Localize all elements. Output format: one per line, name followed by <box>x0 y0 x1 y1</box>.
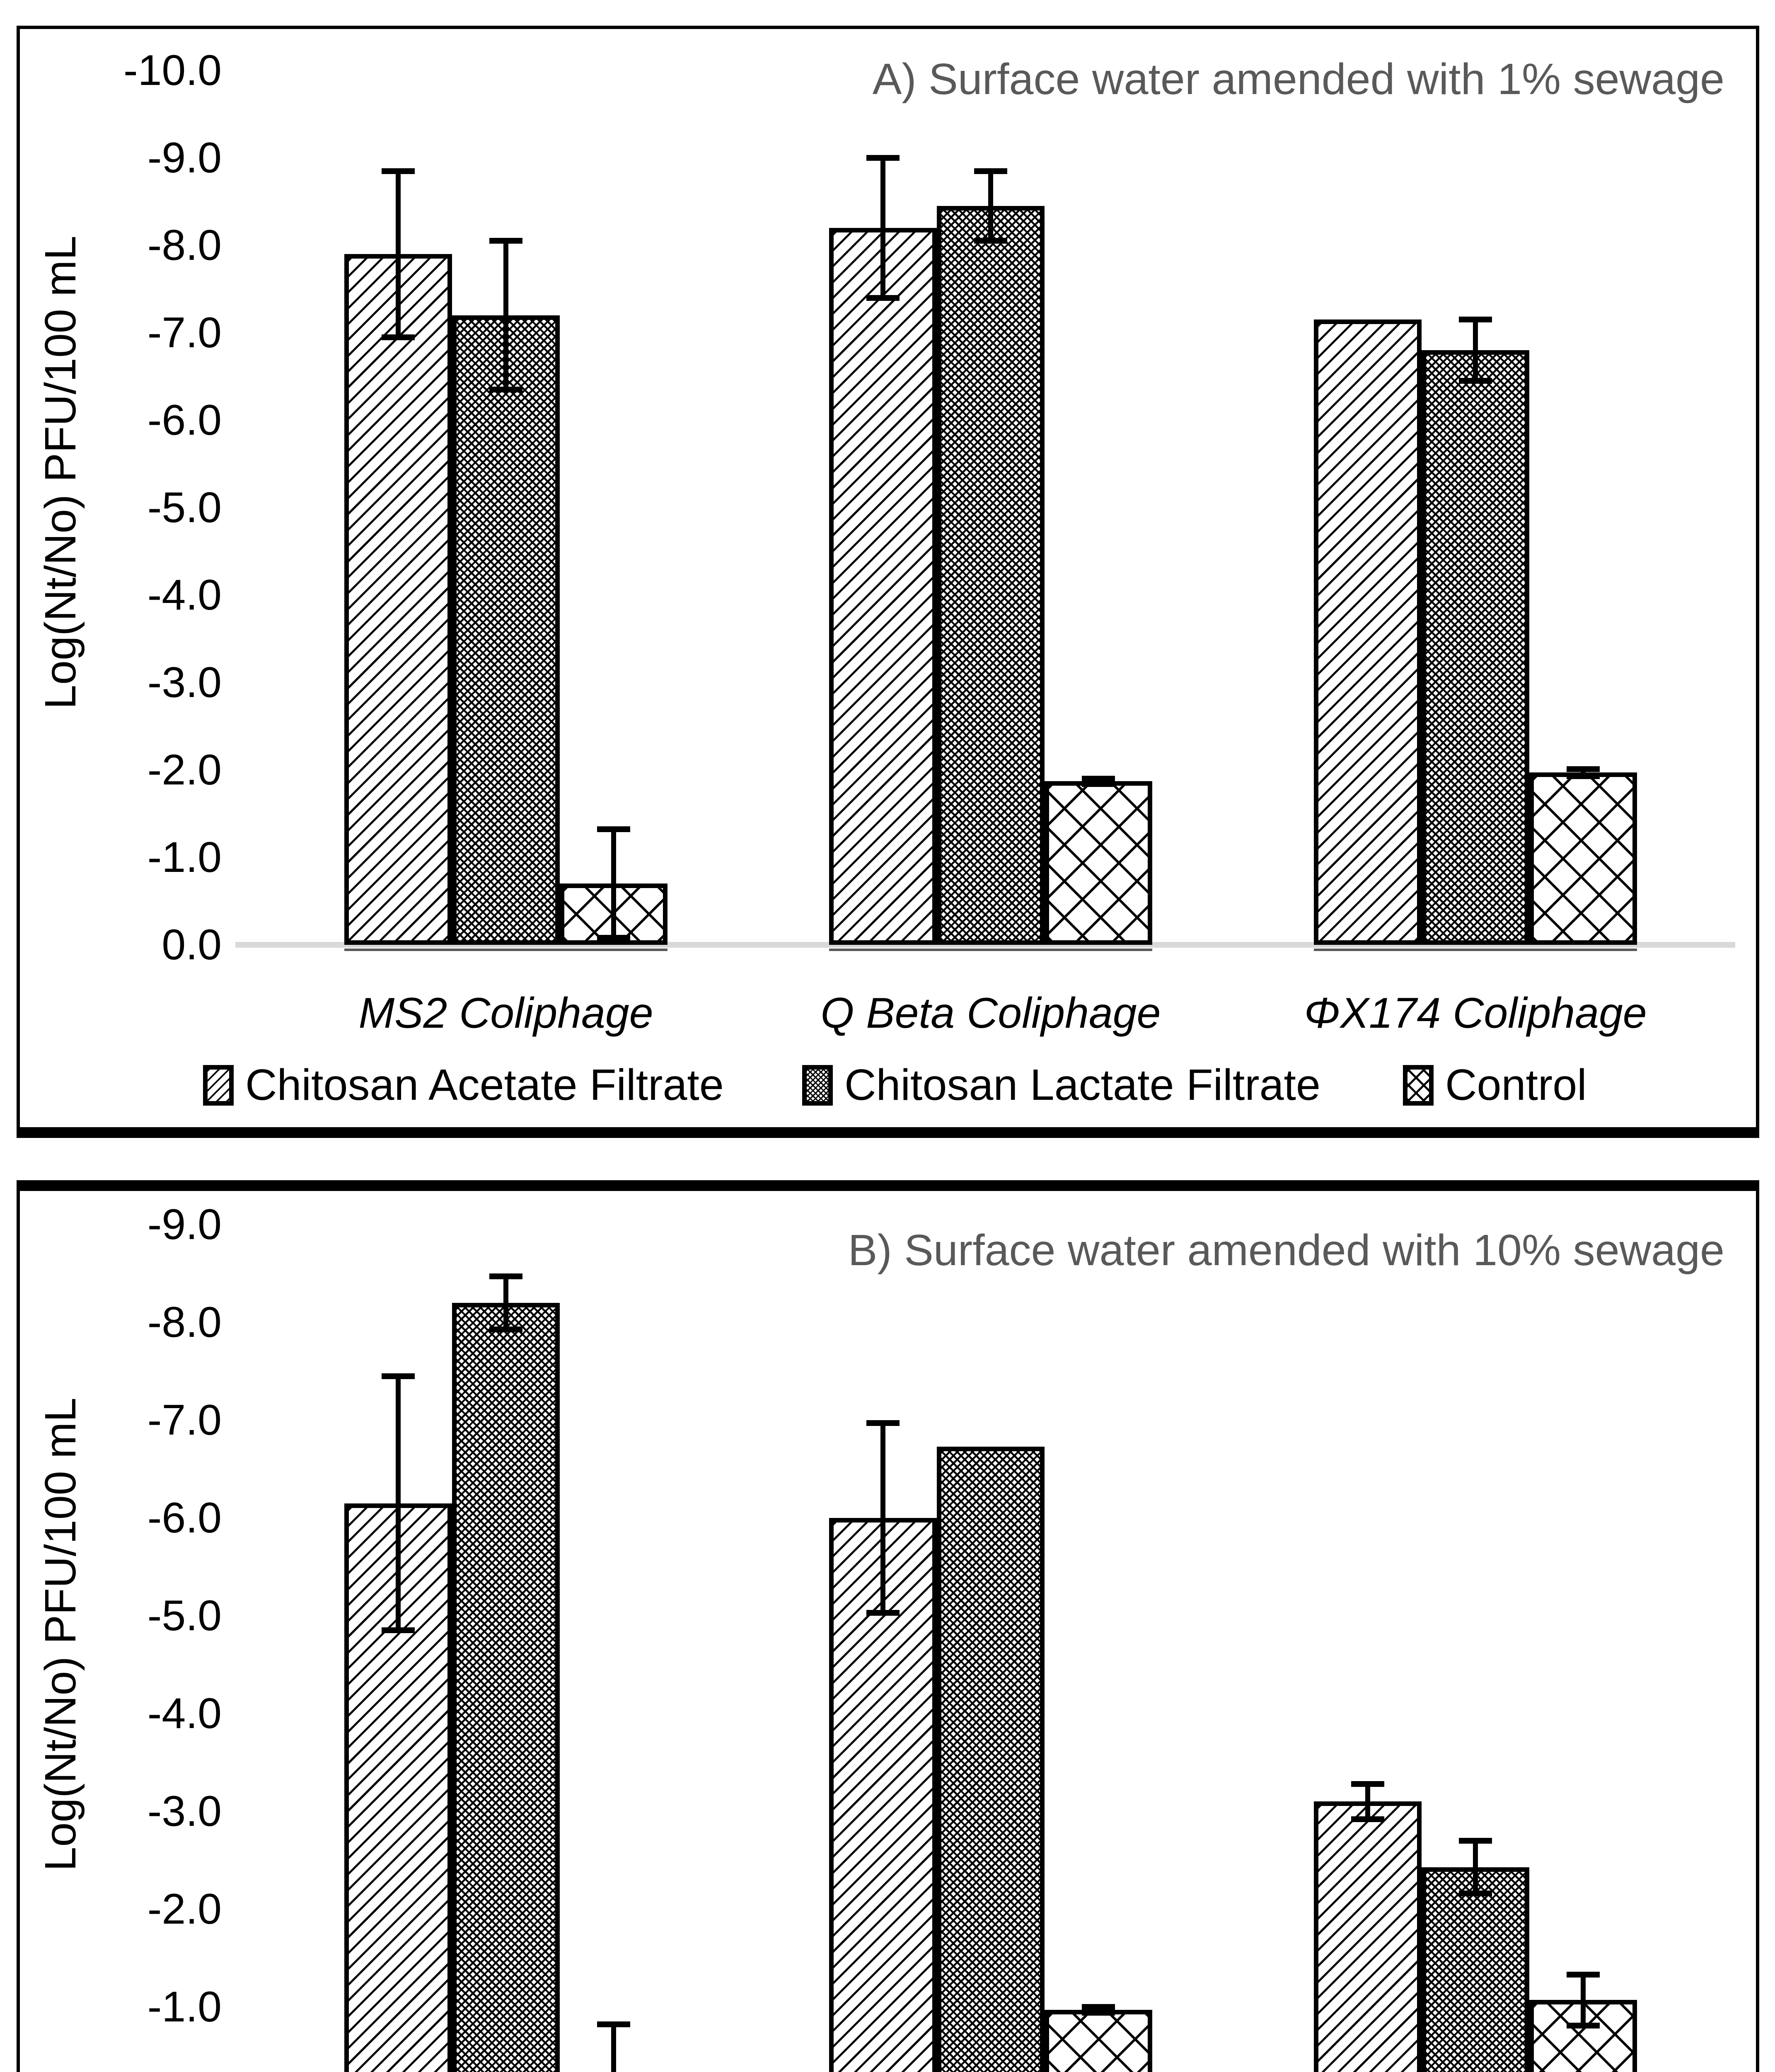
error-bar-cap-top <box>597 2021 630 2027</box>
error-bar-cap-top <box>1082 776 1115 782</box>
error-bar-cap-bottom <box>382 1627 415 1633</box>
bar-control <box>1045 781 1152 945</box>
y-tick-label: 0.0 <box>162 921 222 969</box>
y-tick-label: -5.0 <box>147 1592 222 1640</box>
y-tick-label: -2.0 <box>147 746 222 794</box>
error-bar-cap-top <box>382 1373 415 1379</box>
bar-lactate <box>1422 1867 1529 2072</box>
bar-lactate <box>1422 350 1529 945</box>
error-bar-cap-top <box>382 168 415 174</box>
error-bar-cap-top <box>1351 1781 1384 1787</box>
error-bar-cap-bottom <box>597 935 630 941</box>
error-bar-cap-top <box>489 1273 522 1279</box>
error-bar-cap-bottom <box>1567 773 1600 779</box>
y-tick-label: -8.0 <box>147 1298 222 1346</box>
error-bar-line <box>880 158 885 298</box>
y-tick-label: -6.0 <box>147 396 222 444</box>
y-tick-label: -6.0 <box>147 1494 222 1542</box>
y-tick-label: -1.0 <box>147 833 222 881</box>
error-bar-line <box>1581 1975 1586 2026</box>
panel-b-title: B) Surface water amended with 10% sewage <box>848 1226 1724 1275</box>
error-bar-cap-bottom <box>1082 781 1115 787</box>
category-label: MS2 Coliphage <box>358 989 653 1037</box>
error-bar-line <box>1473 320 1478 381</box>
error-bar-cap-top <box>974 168 1007 174</box>
error-bar-cap-bottom <box>489 387 522 392</box>
error-bar-cap-bottom <box>1082 2010 1115 2016</box>
error-bar-cap-bottom <box>1351 1816 1384 1822</box>
y-tick-label: -4.0 <box>147 571 222 619</box>
y-tick-label: -7.0 <box>147 309 222 357</box>
bar-lactate <box>452 315 560 945</box>
error-bar-cap-bottom <box>1459 1890 1492 1896</box>
legend-label-acetate: Chitosan Acetate Filtrate <box>245 1060 724 1109</box>
bar-lactate <box>937 206 1045 945</box>
x-axis-group-segment <box>829 949 1152 951</box>
panel-a: A) Surface water amended with 1% sewage … <box>17 26 1759 1138</box>
error-bar-cap-top <box>1567 1972 1600 1978</box>
panel-a-inner: A) Surface water amended with 1% sewage … <box>20 29 1756 1127</box>
error-bar-line <box>503 241 508 390</box>
error-bar-cap-bottom <box>382 334 415 340</box>
y-tick-label: -1.0 <box>147 1983 222 2031</box>
y-tick-label: -9.0 <box>147 1201 222 1249</box>
error-bar-line <box>1365 1784 1370 1819</box>
error-bar-cap-bottom <box>866 295 900 301</box>
error-bar-cap-top <box>866 1420 900 1426</box>
bar-acetate <box>1314 320 1422 945</box>
bar-acetate <box>344 254 452 945</box>
panel-b-inner: B) Surface water amended with 10% sewage… <box>20 1191 1756 2072</box>
bar-control <box>1529 772 1637 945</box>
x-axis-group-segment <box>1314 949 1637 951</box>
error-bar-cap-bottom <box>1459 378 1492 384</box>
y-tick-label: -2.0 <box>147 1885 222 1933</box>
y-tick-label: -3.0 <box>147 1787 222 1835</box>
y-tick-label: -5.0 <box>147 484 222 532</box>
y-tick-label: -8.0 <box>147 221 222 269</box>
error-bar-line <box>611 2024 616 2072</box>
legend-label-lactate: Chitosan Lactate Filtrate <box>844 1060 1320 1109</box>
error-bar-line <box>1473 1841 1478 1893</box>
error-bar-cap-top <box>1459 317 1492 322</box>
error-bar-line <box>611 829 616 938</box>
error-bar-cap-bottom <box>1567 2023 1600 2028</box>
error-bar-line <box>503 1276 508 1329</box>
error-bar-cap-top <box>489 238 522 244</box>
error-bar-line <box>396 171 401 337</box>
panel-b: B) Surface water amended with 10% sewage… <box>17 1180 1759 2072</box>
panel-a-title: A) Surface water amended with 1% sewage <box>872 55 1724 104</box>
error-bar-line <box>396 1376 401 1630</box>
error-bar-cap-top <box>1082 2004 1115 2010</box>
error-bar-cap-bottom <box>974 238 1007 244</box>
bar-acetate <box>829 228 937 945</box>
legend-swatch-control <box>1403 1065 1434 1106</box>
error-bar-cap-bottom <box>866 1610 900 1616</box>
bar-acetate <box>1314 1801 1422 2072</box>
error-bar-cap-top <box>597 826 630 832</box>
error-bar-cap-top <box>866 155 900 161</box>
category-label: Q Beta Coliphage <box>820 989 1161 1037</box>
legend-swatch-lactate <box>802 1065 833 1106</box>
y-tick-label: -4.0 <box>147 1690 222 1738</box>
y-tick-label: -9.0 <box>147 134 222 182</box>
error-bar-cap-bottom <box>489 1326 522 1332</box>
bar-lactate <box>937 1447 1045 2072</box>
legend-label-control: Control <box>1445 1060 1587 1109</box>
error-bar-line <box>988 171 993 241</box>
error-bar-cap-top <box>1459 1838 1492 1844</box>
bar-lactate <box>452 1303 560 2072</box>
error-bar-cap-top <box>1567 766 1600 772</box>
error-bar-line <box>880 1423 885 1613</box>
y-tick-label: -10.0 <box>123 46 222 94</box>
category-label: ΦX174 Coliphage <box>1304 989 1647 1037</box>
legend-swatch-acetate <box>203 1065 234 1106</box>
bar-control <box>1045 2010 1152 2072</box>
y-tick-label: -7.0 <box>147 1396 222 1444</box>
x-axis-group-segment <box>344 949 667 951</box>
y-tick-label: -3.0 <box>147 658 222 707</box>
